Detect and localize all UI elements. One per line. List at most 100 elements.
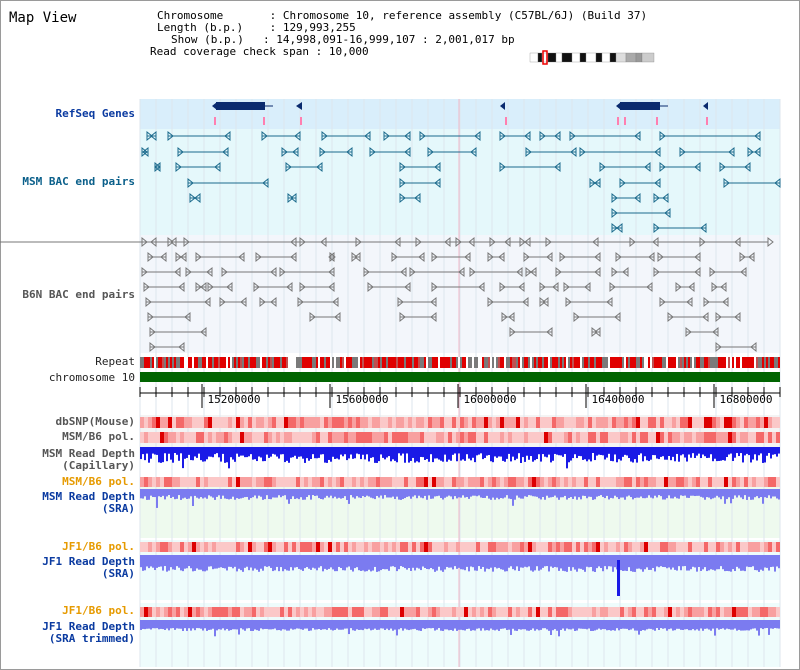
jf1-depth-sra-bar [294,555,296,568]
dbsnp-cell [380,417,384,428]
b6n-bac-pair-end [667,311,674,323]
jf1-b6-pol-cell [680,542,684,552]
msm-bac-pair-end [419,130,426,142]
track-label-jf1-depth-sra[interactable]: JF1 Read Depth (SRA) [42,555,135,580]
jf1-depth-trimmed-bar [694,620,696,631]
track-label-refseq[interactable]: RefSeq Genes [55,107,135,120]
msm-depth-cap-bar [210,447,212,457]
track-label-jf1-depth-trimmed[interactable]: JF1 Read Depth (SRA trimmed) [42,620,135,645]
track-label-b6n-bac[interactable]: B6N BAC end pairs [22,288,135,301]
msm-depth-sra-bar [668,489,670,496]
dbsnp-cell [732,417,736,428]
jf1-b6-pol-cell [636,542,640,552]
repeat-segment [412,357,414,368]
jf1-depth-sra-bar [490,555,492,568]
msm-bac-pair-end [599,161,606,173]
msm-b6-pol-cell [456,432,460,443]
dbsnp-cell [544,417,548,428]
msm-depth-sra-bar [726,489,728,500]
jf1-depth-trimmed-bar [198,620,200,629]
jf1-depth-sra-bar [244,555,246,568]
track-label-msm-depth-capillary[interactable]: MSM Read Depth (Capillary) [42,447,135,472]
msm-depth-cap-bar [738,447,740,457]
jf1-depth-trimmed-bar [586,620,588,630]
msm-b6-pol-cell [188,432,192,443]
msm-depth-cap-bar [186,447,188,458]
repeat-segment [224,357,226,368]
jf1-depth-trimmed-bar [338,620,340,630]
repeat-segment [484,357,486,368]
repeat-segment [596,357,598,368]
track-label-msm-bac[interactable]: MSM BAC end pairs [22,175,135,188]
repeat-segment [516,357,518,368]
jf1-depth-trimmed-bar [674,620,676,631]
msm-bac-pair-end [619,177,626,189]
msm-depth-sra-bar [408,489,410,497]
track-label-jf1-b6-pol-trimmed[interactable]: JF1/B6 pol. [62,604,135,617]
repeat-segment [490,357,492,368]
msm-b6-pol-sra-cell [552,477,556,487]
repeat-segment [724,357,726,368]
jf1-b6-pol-trimmed-cell [260,607,264,617]
jf1-depth-trimmed-bar [526,620,528,631]
jf1-depth-trimmed-bar [318,620,320,630]
repeat-segment [464,357,466,368]
jf1-depth-trimmed-bar [686,620,688,630]
dbsnp-cell [664,417,668,428]
jf1-depth-trimmed-bar [386,620,388,629]
repeat-segment [154,357,156,368]
msm-depth-sra-bar [612,489,614,499]
msm-depth-sra-bar [694,489,696,497]
msm-b6-pol-sra-cell [236,477,240,487]
jf1-depth-trimmed-bar [644,620,646,631]
repeat-segment [560,357,562,368]
jf1-depth-trimmed-bar [430,620,432,629]
b6n-bac-pair-end [391,251,398,263]
msm-depth-sra-bar [464,489,466,498]
msm-depth-sra-bar [396,489,398,497]
dbsnp-cell [736,417,740,428]
track-label-jf1-b6-pol[interactable]: JF1/B6 pol. [62,540,135,553]
jf1-b6-pol-cell [380,542,384,552]
repeat-segment [498,357,500,368]
msm-depth-sra-bar [144,489,146,497]
b6n-bac-pair-end [555,266,562,278]
track-label-msm-b6-pol-sra[interactable]: MSM/B6 pol. [62,475,135,488]
dbsnp-cell [756,417,760,428]
msm-depth-sra-bar [628,489,630,496]
track-label-msm-b6-pol[interactable]: MSM/B6 pol. [62,430,135,443]
b6n-bac-pair-end [329,251,336,263]
msm-depth-cap-bar [322,447,324,455]
msm-b6-pol-sra-cell [268,477,272,487]
msm-depth-sra-bar [398,489,400,500]
msm-depth-sra-bar [446,489,448,497]
jf1-b6-pol-cell [484,542,488,552]
jf1-depth-trimmed-bar [362,620,364,631]
track-label-dbsnp[interactable]: dbSNP(Mouse) [55,415,135,428]
msm-depth-cap-bar [712,447,714,462]
track-label-msm-depth-sra[interactable]: MSM Read Depth (SRA) [42,490,135,515]
jf1-depth-trimmed-bar [262,620,264,630]
msm-b6-pol-cell [420,432,424,443]
msm-b6-pol-cell [712,432,716,443]
msm-bac-pair-end [369,146,376,158]
repeat-segment [354,357,356,368]
jf1-b6-pol-cell [220,542,224,552]
jf1-b6-pol-trimmed-cell [244,607,248,617]
b6n-bac-pair-end [328,266,335,278]
msm-b6-pol-sra-cell [320,477,324,487]
msm-bac-pair-end [222,146,229,158]
jf1-depth-trimmed-bar [448,620,450,631]
jf1-b6-pol-cell [236,542,240,552]
msm-depth-sra-bar [672,489,674,499]
repeat-segment [556,357,558,368]
jf1-depth-sra-bar [380,555,382,571]
msm-b6-pol-cell [600,432,604,443]
jf1-depth-trimmed-bar [440,620,442,631]
jf1-b6-pol-cell [712,542,716,552]
jf1-depth-trimmed-bar [664,620,666,629]
msm-depth-sra-bar [762,489,764,504]
msm-depth-sra-bar [566,489,568,500]
msm-b6-pol-cell [408,432,412,443]
